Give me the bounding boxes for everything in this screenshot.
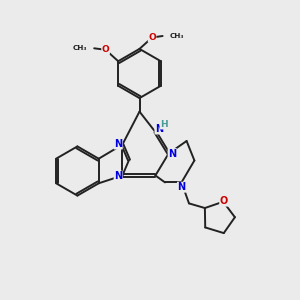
Text: O: O [148, 33, 156, 42]
Text: N: N [114, 139, 122, 149]
Text: N: N [114, 171, 122, 181]
Text: H: H [160, 120, 168, 129]
Text: CH₃: CH₃ [169, 33, 184, 39]
Text: N: N [155, 124, 163, 134]
Text: N: N [168, 148, 176, 159]
Text: O: O [102, 45, 110, 54]
Text: O: O [220, 196, 228, 206]
Text: N: N [177, 182, 186, 192]
Text: CH₃: CH₃ [73, 45, 88, 51]
